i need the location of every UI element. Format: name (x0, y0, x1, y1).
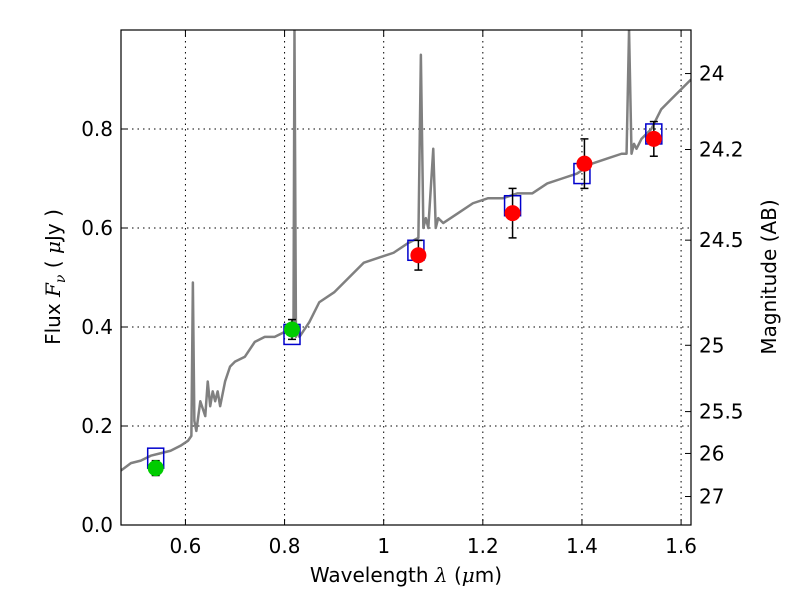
magnitude-tick-label: 25 (699, 333, 724, 357)
magnitude-tick-label: 26 (699, 441, 724, 465)
magnitude-tick-label: 24.5 (699, 228, 744, 252)
y-tick-label: 0.8 (81, 117, 113, 141)
plot-frame (120, 29, 692, 526)
x-axis: 0.6 0.8 1 1.2 1.4 1.6 (170, 30, 697, 558)
magnitude-axis: 24 24.2 24.5 25 25.5 26 27 (685, 62, 744, 509)
magnitude-tick-label: 24.2 (699, 138, 744, 162)
x-tick-label: 1.6 (665, 534, 697, 558)
red-observed-point (576, 155, 593, 172)
x-tick-label: 1 (377, 534, 390, 558)
magnitude-tick-label: 24 (699, 62, 724, 86)
red-observed-point (410, 247, 427, 264)
red-observed-point (504, 205, 521, 222)
y-tick-label: 0.0 (81, 513, 113, 537)
x-tick-label: 0.8 (269, 534, 301, 558)
magnitude-axis-title: Magnitude (AB) (757, 199, 781, 354)
y-axis: 0.0 0.2 0.4 0.6 0.8 (81, 117, 127, 537)
magnitude-tick-label: 25.5 (699, 400, 744, 424)
y-tick-label: 0.4 (81, 315, 113, 339)
y-tick-label: 0.6 (81, 216, 113, 240)
y-tick-label: 0.2 (81, 414, 113, 438)
red-observed-point (645, 130, 662, 147)
green-observed-point (147, 460, 164, 477)
x-axis-title: Wavelength λ (μm) (310, 563, 502, 587)
magnitude-tick-label: 27 (699, 485, 724, 509)
observed-photometry-series (147, 120, 662, 477)
x-tick-label: 0.6 (170, 534, 202, 558)
y-axis-title: Flux Fν ( μJy ) (41, 209, 69, 345)
green-observed-point (284, 321, 300, 338)
x-tick-label: 1.2 (467, 534, 499, 558)
x-tick-label: 1.4 (566, 534, 598, 558)
grid-lines (121, 30, 691, 525)
spectrum-line (121, 30, 691, 472)
